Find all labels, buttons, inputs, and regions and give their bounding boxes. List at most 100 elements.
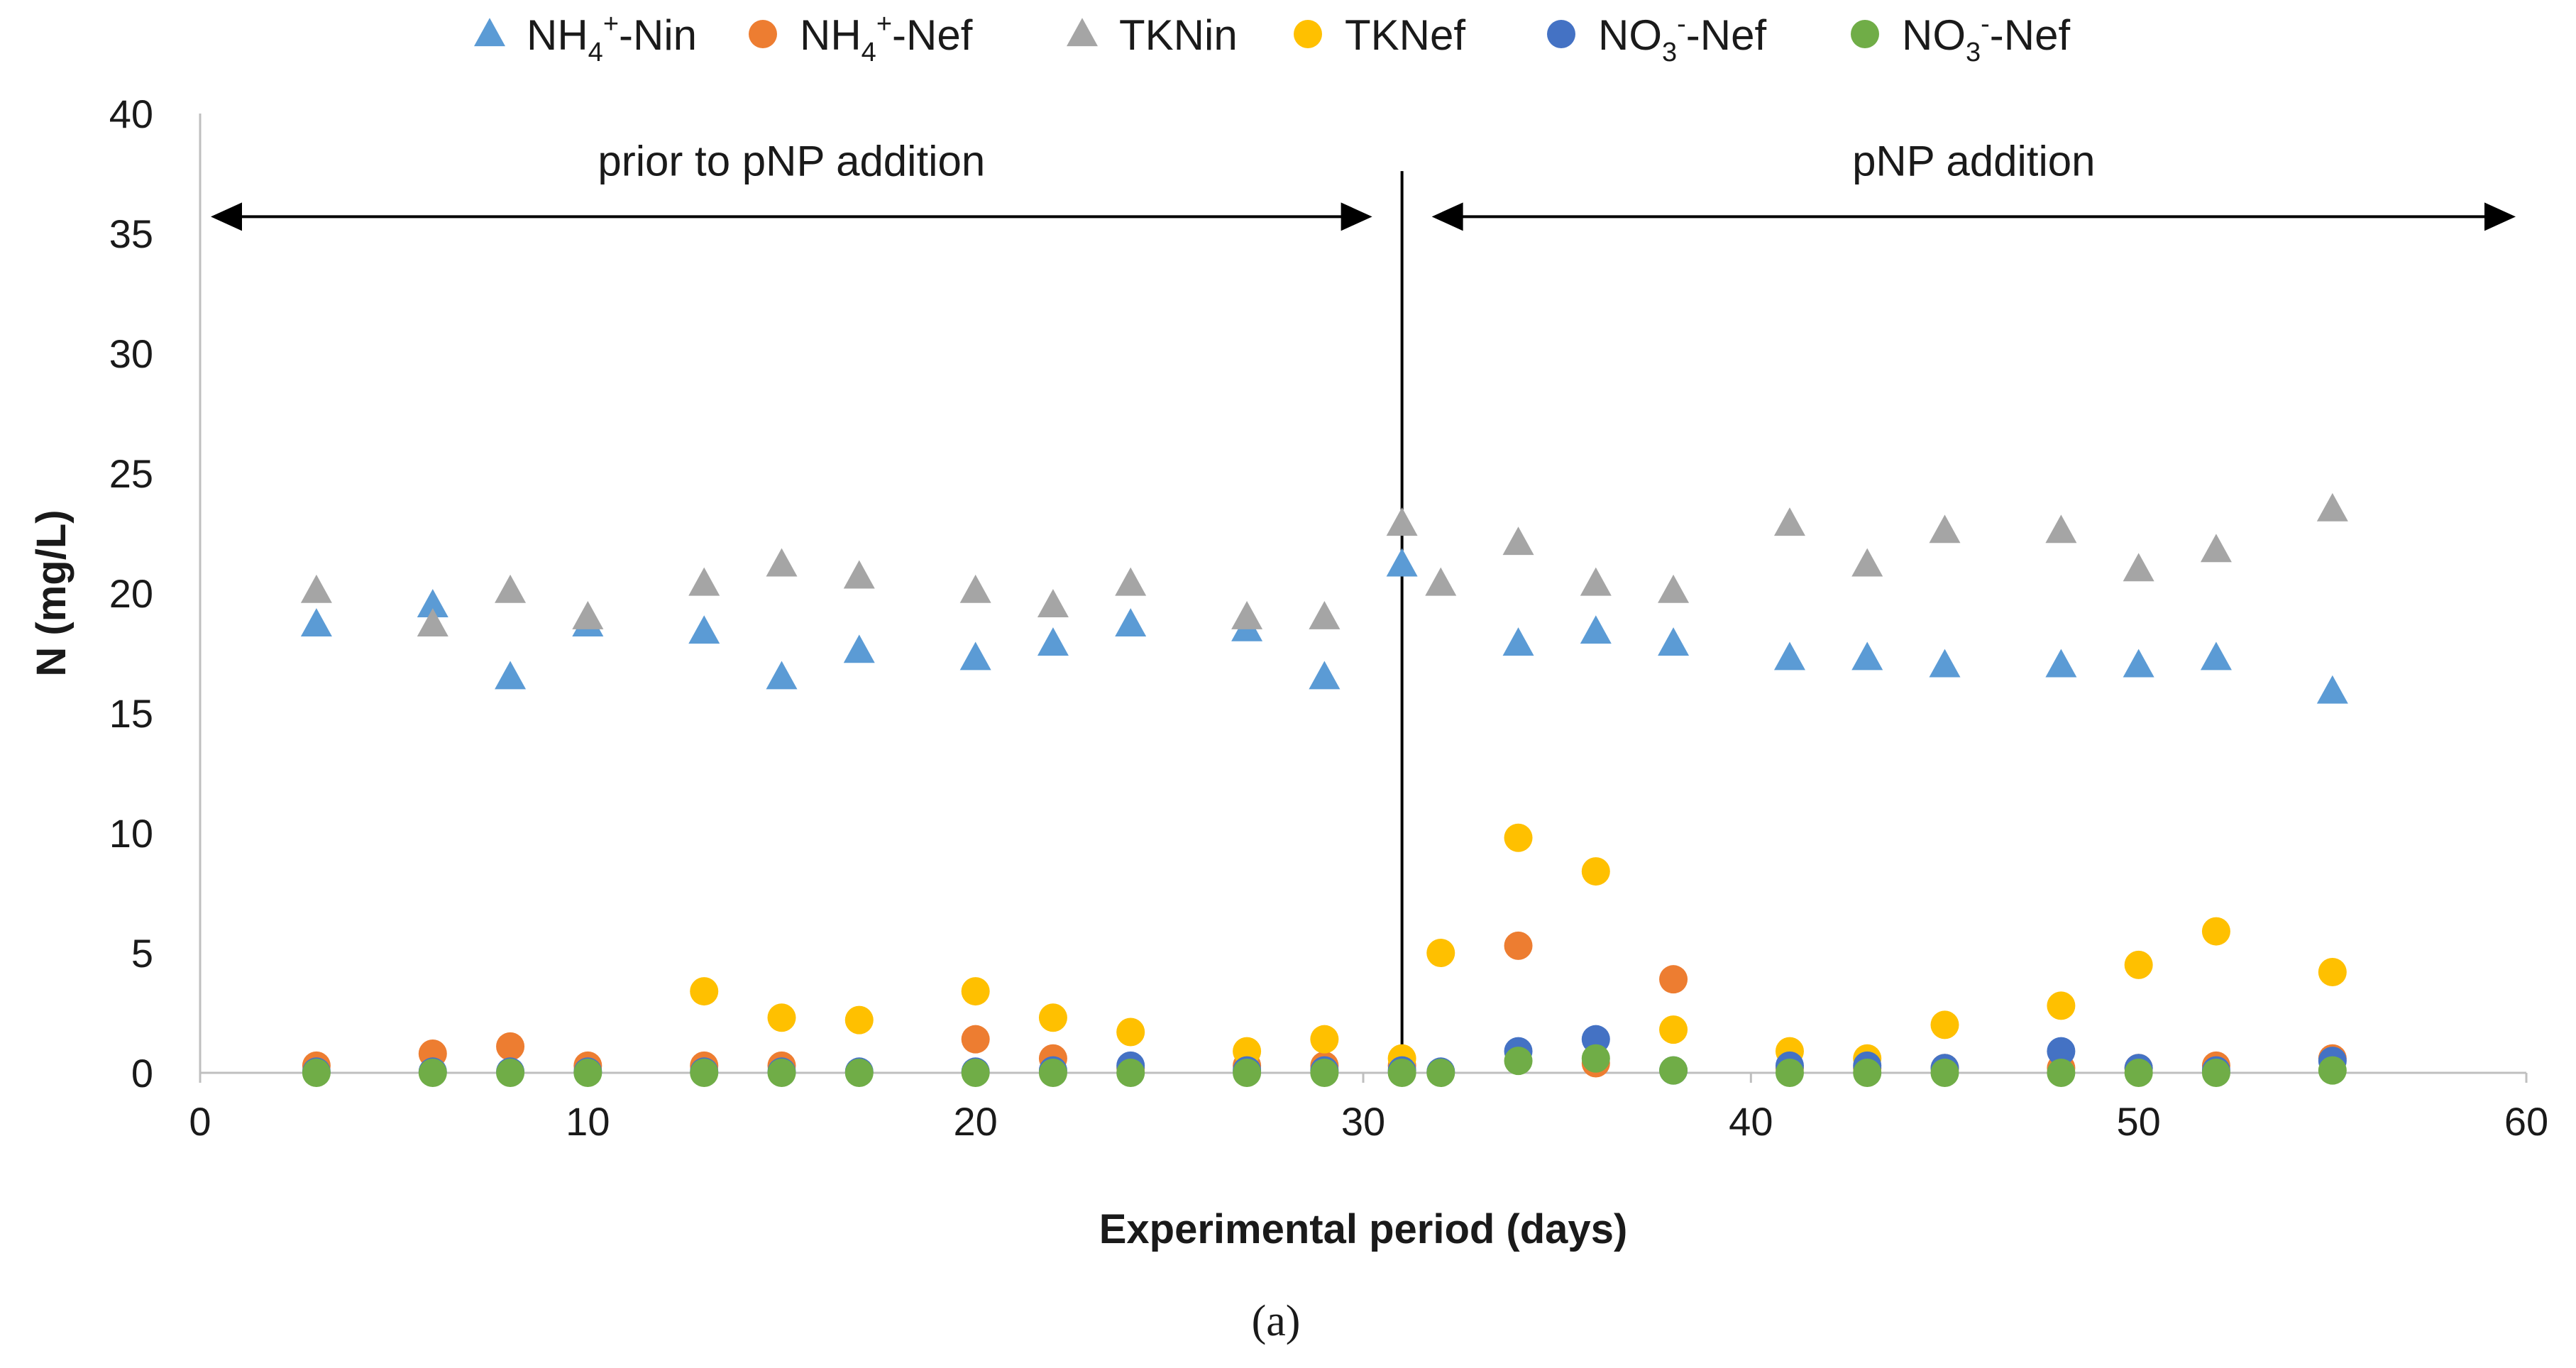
figure-caption: (a) [1252,1297,1301,1345]
arrowhead [1431,202,1463,231]
data-point [1580,615,1612,644]
series-tknin-2 [300,492,2348,637]
data-point [2047,991,2076,1020]
data-point [1659,1056,1688,1085]
data-point [2200,641,2232,671]
legend-item-nh4-nin-0: NH4+-Nin [474,9,697,67]
legend-item-tknin-2: TKNin [1067,11,1238,59]
data-point [1115,608,1147,637]
data-point [300,574,332,603]
data-point [1851,641,1883,671]
data-point [495,661,527,690]
data-point [1233,1059,1262,1087]
y-tick-label: 10 [109,811,153,856]
legend-label: TKNef [1345,11,1465,59]
data-point [2318,958,2347,987]
data-point [1581,1044,1610,1073]
data-point [572,601,604,629]
data-point [1387,1059,1416,1087]
data-point [302,1059,331,1087]
data-point [1773,641,1805,671]
plot-series [300,492,2348,1087]
legend-label: NH4+-Nin [527,9,697,67]
data-point [1309,661,1341,690]
data-point [1930,1059,1959,1087]
data-point [2201,917,2230,946]
data-point [2201,1059,2230,1087]
annotation-pnp-addition: pNP addition [1431,138,2516,231]
annotation-label: pNP addition [1852,138,2095,185]
data-point [1386,507,1418,536]
data-point [1502,526,1534,556]
data-point [844,1059,874,1087]
y-tick-label: 30 [109,331,153,376]
data-point [1038,1003,1067,1032]
data-point [1038,1059,1067,1087]
x-tick-label: 60 [2504,1099,2548,1144]
data-point [1309,601,1341,629]
data-point [1580,567,1612,596]
y-tick-label: 20 [109,571,153,616]
data-point [1037,589,1069,617]
data-point [844,1005,874,1035]
data-point [688,567,720,596]
data-point [1310,1025,1339,1054]
data-point [959,574,991,603]
data-point [2047,1037,2076,1066]
data-point [961,977,990,1006]
data-point [1037,627,1069,656]
data-point [1502,627,1534,656]
data-point [1658,627,1690,656]
y-tick-label: 25 [109,451,153,496]
data-point [2045,514,2077,544]
legend-label: TKNin [1119,11,1238,59]
data-point [767,1003,796,1032]
data-point [2045,649,2077,678]
data-point [496,1032,525,1061]
legend-marker [474,18,505,47]
data-point [1386,548,1418,577]
data-point [1659,965,1688,994]
x-tick-label: 0 [189,1099,211,1144]
data-point [959,641,991,671]
x-tick-label: 30 [1341,1099,1385,1144]
legend-item-tknef-3: TKNef [1294,11,1465,59]
data-point [300,608,332,637]
data-point [2124,1059,2153,1087]
x-tick-label: 10 [566,1099,610,1144]
axes: 0 5 10 15 20 25 30 35 40 0 10 20 30 40 50 60 [109,92,2548,1144]
data-point [843,634,875,663]
data-point [2123,649,2154,678]
data-point [1773,507,1805,536]
data-point [1929,649,1961,678]
data-point [418,1059,447,1087]
legend-item-no3-nef-4: NO3--Nef [1547,9,1766,67]
data-point [690,1059,719,1087]
data-point [573,1059,602,1087]
arrowhead [2484,202,2516,231]
data-point [495,574,527,603]
annotation-label: prior to pNP addition [598,138,985,185]
legend-marker [1851,20,1879,48]
data-point [961,1059,990,1087]
x-axis-title: Experimental period (days) [1099,1206,1628,1252]
series-no3-nef-5 [302,1044,2347,1087]
y-tick-label: 0 [131,1051,153,1096]
data-point [1851,548,1883,577]
legend-label: NO3--Nef [1598,9,1766,67]
x-tick-label: 20 [954,1099,998,1144]
y-axis-title: N (mg/L) [28,509,75,676]
legend-marker [1547,20,1575,48]
data-point [1231,601,1263,629]
data-point [2318,1056,2347,1085]
data-point [961,1025,990,1054]
data-point [2200,534,2232,563]
data-point [1853,1059,1882,1087]
legend-label: NH4+-Nef [800,9,973,67]
data-point [1425,567,1457,596]
x-tick-label: 50 [2117,1099,2161,1144]
data-point [1775,1059,1804,1087]
data-point [2316,675,2348,704]
data-point [766,661,798,690]
data-point [688,615,720,644]
